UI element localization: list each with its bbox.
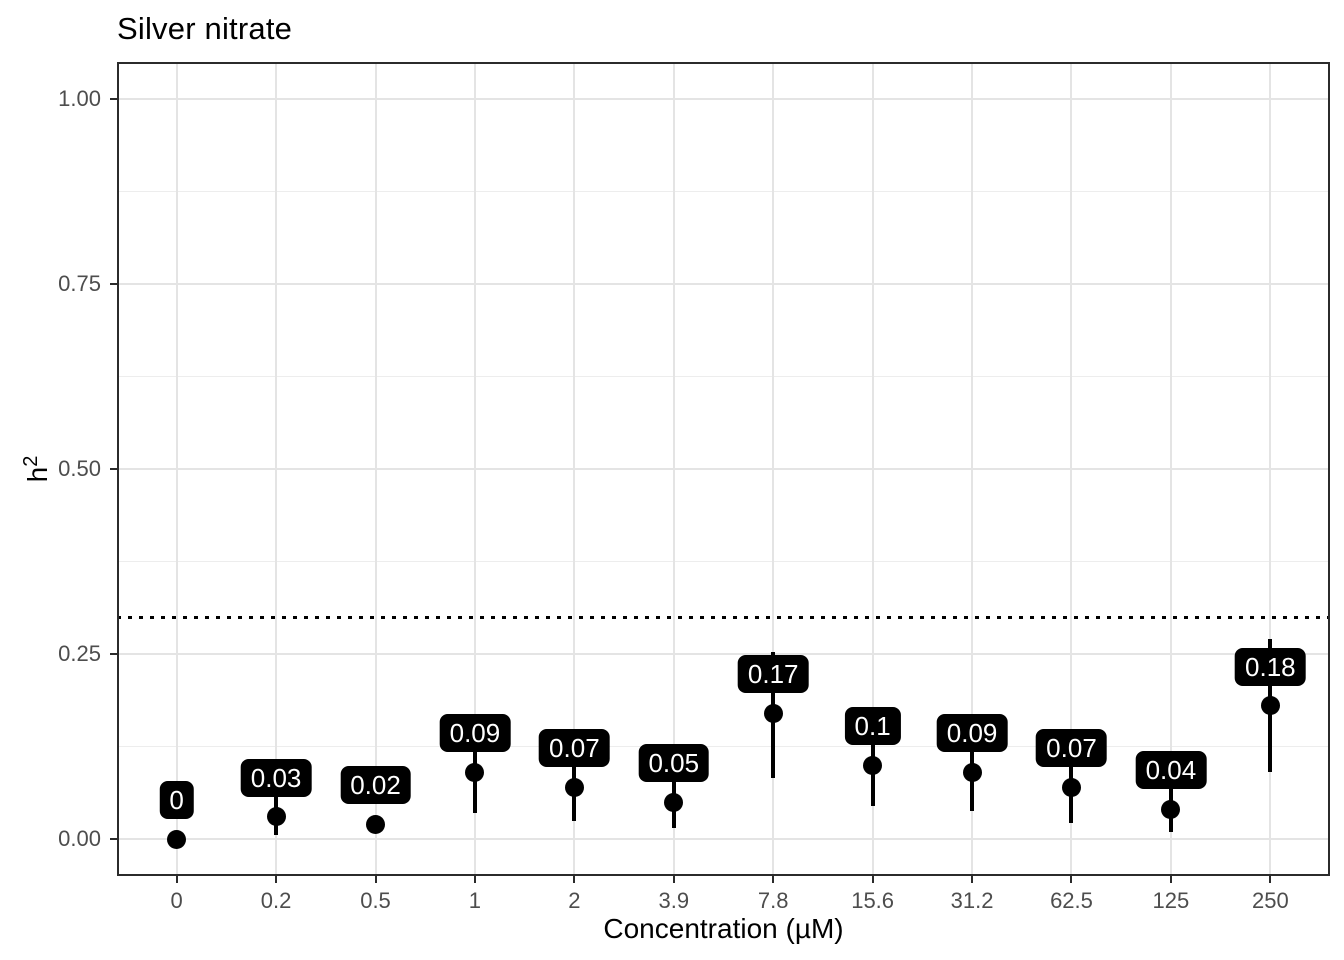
gridline-x-major (772, 62, 775, 876)
x-axis-tick-label: 2 (568, 888, 581, 913)
data-point (465, 762, 485, 782)
x-axis-tick-label: 1 (468, 888, 482, 913)
x-axis-tick-label: 125 (1152, 888, 1190, 913)
y-axis-tick (110, 468, 117, 470)
x-axis-tick (175, 876, 178, 883)
data-point (167, 829, 187, 849)
x-axis-tick-label: 250 (1251, 888, 1289, 913)
gridline-y-major (117, 838, 1330, 840)
chart-title: Silver nitrate (117, 11, 293, 46)
gridline-y-major (117, 98, 1330, 100)
value-label: 0.04 (1135, 751, 1207, 790)
x-axis-tick-label: 0.5 (360, 888, 391, 913)
gridline-x-major (971, 62, 974, 876)
y-axis-tick-label: 0.75 (58, 271, 101, 296)
gridline-y-major (117, 468, 1330, 470)
y-axis-tick (110, 98, 117, 100)
data-point (1260, 696, 1280, 716)
gridline-y-minor (117, 375, 1330, 378)
gridline-y-minor (117, 745, 1330, 748)
data-point (564, 777, 584, 797)
value-label: 0.09 (936, 714, 1008, 753)
y-axis-tick (110, 283, 117, 285)
y-axis-tick (110, 838, 117, 840)
data-point (366, 814, 385, 834)
x-axis-title: Concentration (µM) (603, 913, 844, 944)
gridline-x-major (374, 62, 377, 876)
gridline-y-minor (117, 560, 1330, 563)
reference-line (117, 615, 1330, 619)
gridline-x-major (1070, 62, 1073, 876)
data-point (1061, 777, 1081, 797)
y-axis-tick-label: 1.00 (58, 86, 101, 111)
gridline-x-major (871, 62, 874, 876)
data-point (763, 703, 783, 723)
value-label: 0.07 (1036, 729, 1107, 768)
value-label: 0.02 (340, 766, 411, 805)
value-label: 0.07 (539, 729, 610, 768)
x-axis-tick-label: 0 (170, 888, 183, 913)
gridline-x-major (275, 62, 278, 876)
x-axis-tick-label: 62.5 (1050, 888, 1093, 913)
value-label: 0.09 (439, 714, 511, 753)
x-axis-tick-label: 7.8 (757, 888, 789, 913)
x-axis-tick (275, 876, 278, 883)
data-point (266, 807, 286, 827)
gridline-x-major (175, 62, 178, 876)
gridline-x-major (672, 62, 675, 876)
plot-panel: 0 0.03 0.02 0.09 0.07 0.05 0.17 0.1 0.09 0.07 0.04… (117, 62, 1330, 876)
gridline-y-minor (117, 190, 1330, 193)
gridline-y-major (117, 653, 1330, 655)
x-axis-tick (573, 876, 576, 883)
x-axis-tick-label: 15.6 (851, 888, 895, 913)
data-point (664, 792, 684, 812)
data-point (863, 755, 883, 775)
gridline-y-major (117, 283, 1330, 285)
x-axis-tick (1070, 876, 1073, 883)
y-axis-tick-label: 0.00 (58, 826, 101, 851)
gridline-x-major (573, 62, 576, 876)
value-label: 0.05 (638, 744, 710, 782)
value-label: 0.18 (1235, 647, 1306, 686)
value-label: 0.1 (844, 707, 901, 745)
value-label: 0.17 (737, 655, 809, 694)
x-axis-tick (1169, 876, 1172, 883)
x-axis-tick (672, 876, 675, 883)
value-label: 0.03 (240, 758, 312, 797)
y-axis-tick-label: 0.25 (58, 641, 101, 666)
x-axis-tick-label: 3.9 (658, 888, 690, 913)
data-point (962, 762, 982, 782)
x-axis-tick (473, 876, 476, 883)
gridline-x-major (1169, 62, 1172, 876)
x-axis-tick (871, 876, 874, 883)
gridline-x-major (473, 62, 476, 876)
y-axis-tick-label: 0.50 (58, 456, 101, 481)
y-axis-tick (110, 653, 117, 655)
x-axis-tick (1269, 876, 1272, 883)
x-axis-tick (772, 876, 775, 883)
x-axis-tick-label: 0.2 (260, 888, 292, 913)
value-label: 0 (159, 781, 194, 819)
data-point (1161, 799, 1181, 819)
x-axis-tick (374, 876, 377, 883)
gridline-x-major (1269, 62, 1272, 876)
x-axis-tick (971, 876, 974, 883)
x-axis-tick-label: 31.2 (950, 888, 994, 913)
